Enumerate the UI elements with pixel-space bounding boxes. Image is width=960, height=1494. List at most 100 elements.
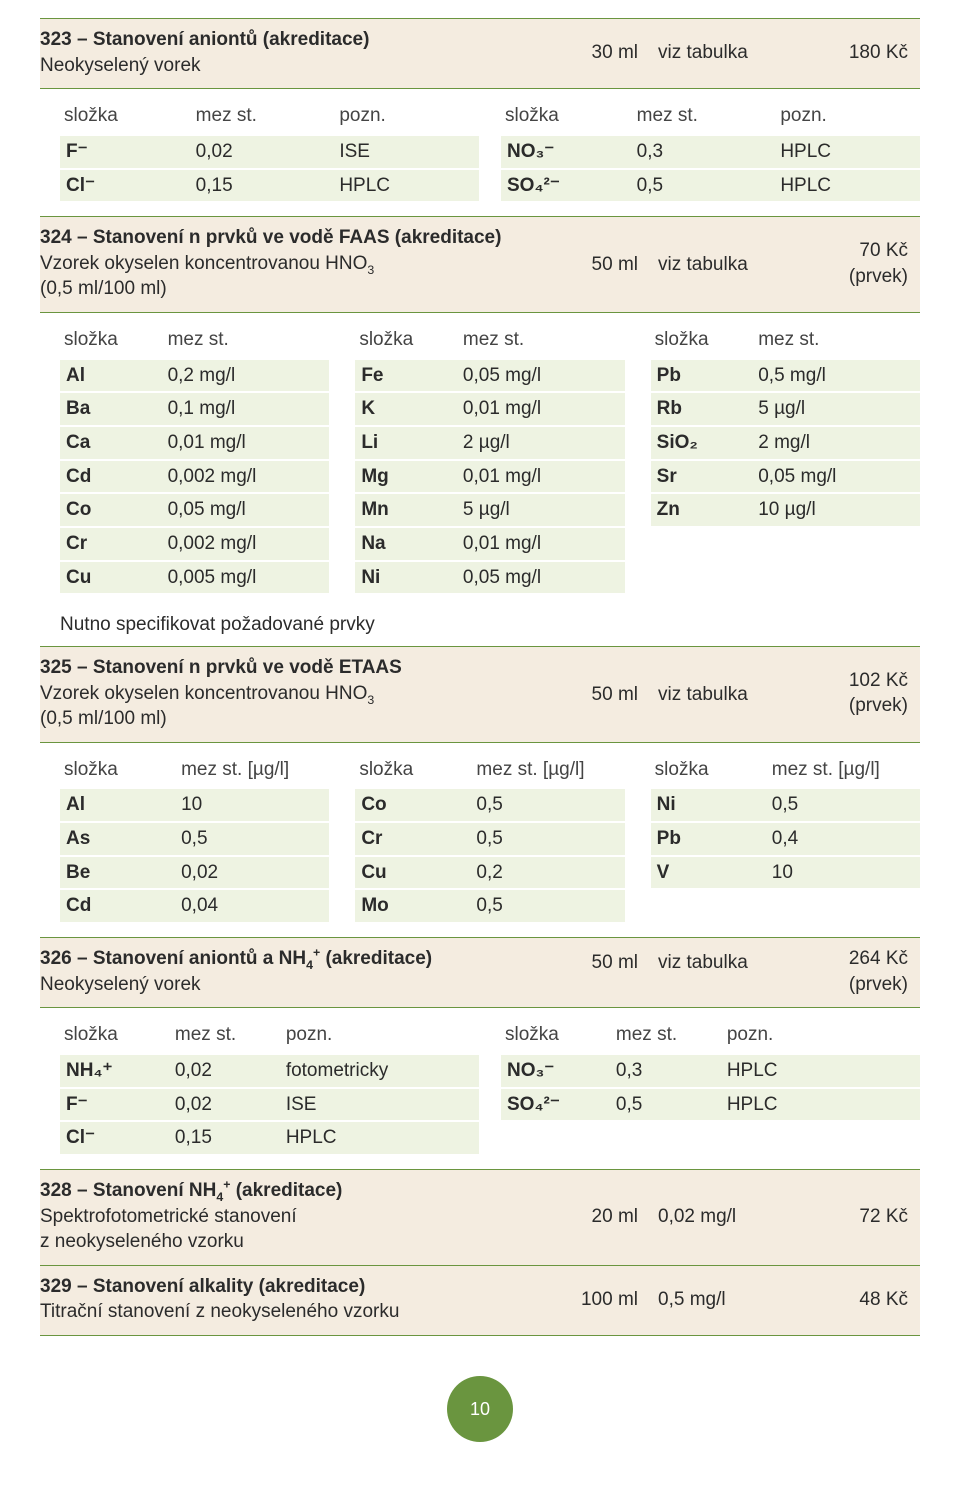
cell-slozka: Fe — [355, 363, 459, 389]
cell-mezst: 2 mg/l — [754, 430, 920, 456]
table-row: NO₃⁻0,3HPLC — [501, 135, 920, 169]
cell-mezst: 0,05 mg/l — [754, 464, 920, 490]
table-row: Mg0,01 mg/l — [355, 460, 624, 494]
table-head: složka mez st. — [355, 323, 624, 359]
section-326-subtitle: Neokyselený vorek — [40, 974, 201, 995]
table-row: Fe0,05 mg/l — [355, 359, 624, 393]
cell-mezst: 0,01 mg/l — [459, 464, 625, 490]
cell-slozka: Mn — [355, 497, 459, 523]
s324-col1: složka mez st. Al0,2 mg/lBa0,1 mg/lCa0,0… — [60, 323, 329, 594]
col-mezst: mez st. — [612, 1022, 723, 1048]
cell-slozka: Mo — [355, 893, 472, 919]
section-323-subtitle: Neokyselený vorek — [40, 55, 201, 76]
cell-mezst: 0,005 mg/l — [164, 565, 330, 591]
cell-slozka: Cl⁻ — [60, 1125, 171, 1151]
cell-mezst: 0,02 — [171, 1092, 282, 1118]
col-mezst: mez st. [µg/l] — [768, 757, 920, 783]
s323-table-right: složka mez st. pozn. NO₃⁻0,3HPLCSO₄²⁻0,5… — [501, 99, 920, 202]
section-328-volume: 20 ml — [568, 1204, 658, 1230]
cell-slozka: F⁻ — [60, 139, 192, 165]
s326-left: složka mez st. pozn. NH₄⁺0,02fotometrick… — [60, 1018, 479, 1155]
table-row: Be0,02 — [60, 856, 329, 890]
col-mezst: mez st. — [192, 103, 336, 129]
section-328-header: 328 – Stanovení NH4+ (akreditace) Spektr… — [40, 1169, 920, 1266]
section-324-note: Nutno specifikovat požadované prvky — [40, 608, 920, 638]
cell-mezst: 0,1 mg/l — [164, 396, 330, 422]
table-head: složka mez st. — [60, 323, 329, 359]
section-325-reference: viz tabulka — [658, 668, 808, 708]
section-323-header: 323 – Stanovení aniontů (akreditace) Neo… — [40, 18, 920, 89]
table-row: F⁻0,02ISE — [60, 135, 479, 169]
cell-slozka: Be — [60, 860, 177, 886]
table-row: Al0,2 mg/l — [60, 359, 329, 393]
section-326-volume: 50 ml — [568, 946, 658, 976]
table-row: As0,5 — [60, 822, 329, 856]
col-slozka: složka — [355, 327, 459, 353]
section-329-reference: 0,5 mg/l — [658, 1287, 808, 1313]
col-mezst: mez st. — [164, 327, 330, 353]
table-row: Cr0,002 mg/l — [60, 527, 329, 561]
table-row: Cu0,2 — [355, 856, 624, 890]
section-326-tables: složka mez st. pozn. NH₄⁺0,02fotometrick… — [40, 1008, 920, 1169]
cell-mezst: 0,5 — [472, 826, 624, 852]
col-slozka: složka — [60, 327, 164, 353]
table-row: Co0,5 — [355, 788, 624, 822]
col-slozka: složka — [651, 757, 768, 783]
cell-pozn: HPLC — [723, 1092, 920, 1118]
table-row: V10 — [651, 856, 920, 890]
cell-mezst: 0,5 — [177, 826, 329, 852]
cell-mezst: 0,3 — [612, 1058, 723, 1084]
cell-mezst: 5 µg/l — [754, 396, 920, 422]
table-row: Cu0,005 mg/l — [60, 561, 329, 595]
cell-mezst: 0,02 — [171, 1058, 282, 1084]
col-mezst: mez st. — [459, 327, 625, 353]
table-head: složka mez st. pozn. — [501, 1018, 920, 1054]
section-323-title-bold: 323 – Stanovení aniontů (akreditace) — [40, 29, 369, 50]
cell-mezst: 0,2 mg/l — [164, 363, 330, 389]
section-329-volume: 100 ml — [568, 1287, 658, 1313]
cell-slozka: NO₃⁻ — [501, 1058, 612, 1084]
s326-right: složka mez st. pozn. NO₃⁻0,3HPLCSO₄²⁻0,5… — [501, 1018, 920, 1155]
section-326-header: 326 – Stanovení aniontů a NH4+ (akredita… — [40, 937, 920, 1008]
cell-slozka: NO₃⁻ — [501, 139, 633, 165]
cell-mezst: 0,01 mg/l — [459, 531, 625, 557]
cell-slozka: NH₄⁺ — [60, 1058, 171, 1084]
cell-mezst: 0,15 — [171, 1125, 282, 1151]
table-row: SO₄²⁻0,5HPLC — [501, 1088, 920, 1122]
cell-mezst: 0,05 mg/l — [164, 497, 330, 523]
table-row: Pb0,4 — [651, 822, 920, 856]
cell-slozka: Cr — [355, 826, 472, 852]
cell-slozka: V — [651, 860, 768, 886]
cell-mezst: 10 µg/l — [754, 497, 920, 523]
section-323-tables: složka mez st. pozn. F⁻0,02ISECl⁻0,15HPL… — [40, 89, 920, 216]
section-329-subtitle: Titrační stanovení z neokyseleného vzork… — [40, 1301, 399, 1322]
cell-slozka: As — [60, 826, 177, 852]
table-row: Cl⁻0,15HPLC — [60, 169, 479, 203]
col-pozn: pozn. — [282, 1022, 479, 1048]
table-head: složka mez st. [µg/l] — [60, 753, 329, 789]
section-326-price: 264 Kč (prvek) — [808, 946, 908, 997]
table-row: Na0,01 mg/l — [355, 527, 624, 561]
section-324-reference: viz tabulka — [658, 238, 808, 278]
cell-slozka: Cl⁻ — [60, 173, 192, 199]
col-pozn: pozn. — [723, 1022, 920, 1048]
cell-slozka: Pb — [651, 363, 755, 389]
cell-mezst: 0,5 — [768, 792, 920, 818]
table-row: SiO₂2 mg/l — [651, 426, 920, 460]
table-row: NH₄⁺0,02fotometricky — [60, 1054, 479, 1088]
table-row: Mo0,5 — [355, 889, 624, 923]
cell-slozka: Cd — [60, 893, 177, 919]
cell-mezst: 0,5 — [612, 1092, 723, 1118]
cell-slozka: Co — [355, 792, 472, 818]
section-323-volume: 30 ml — [568, 40, 658, 66]
cell-mezst: 0,02 — [192, 139, 336, 165]
cell-mezst: 0,02 — [177, 860, 329, 886]
section-328-subtitle2: z neokyseleného vzorku — [40, 1231, 244, 1252]
section-325-title: 325 – Stanovení n prvků ve vodě ETAAS Vz… — [40, 655, 568, 732]
cell-mezst: 0,01 mg/l — [164, 430, 330, 456]
section-326-meta: 50 ml viz tabulka 264 Kč (prvek) — [568, 946, 908, 997]
table-row: Rb5 µg/l — [651, 392, 920, 426]
col-mezst: mez st. [µg/l] — [177, 757, 329, 783]
table-row: SO₄²⁻0,5HPLC — [501, 169, 920, 203]
section-326-title-bold: 326 – Stanovení aniontů a NH4+ (akredita… — [40, 948, 432, 969]
